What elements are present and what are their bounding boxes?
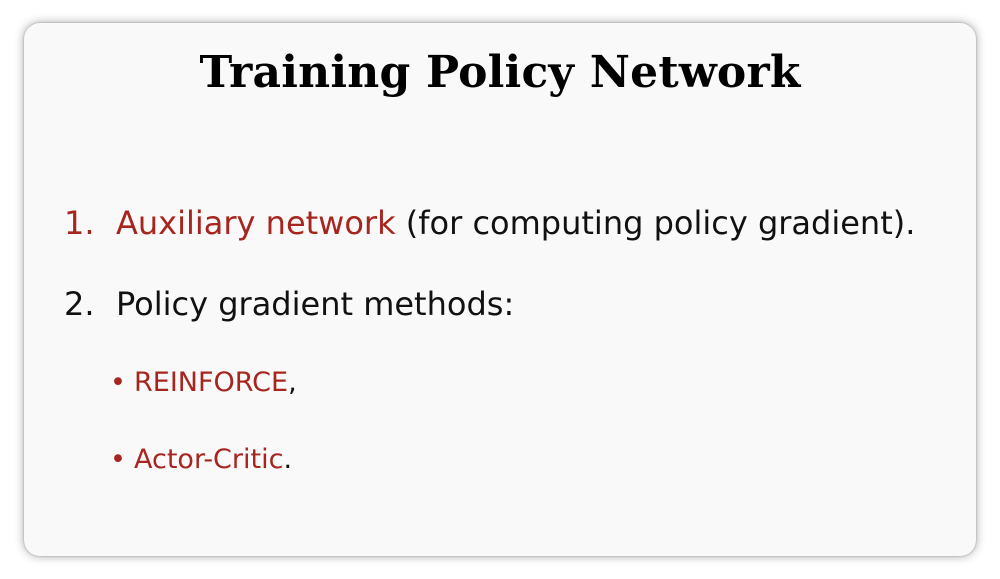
auxiliary-network-text: Auxiliary network: [116, 204, 396, 242]
reinforce-punct: ,: [288, 367, 297, 398]
list-number-2: 2.: [64, 285, 95, 323]
actor-critic-text: Actor-Critic: [134, 444, 284, 475]
bullet-dot-icon: •: [110, 444, 126, 475]
bullet-dot-icon: •: [110, 367, 126, 398]
bullet-item-reinforce: • REINFORCE,: [110, 369, 297, 396]
slide-title: Training Policy Network: [199, 47, 801, 98]
list-item-2-text: Policy gradient methods:: [116, 285, 515, 323]
bullet-item-actor-critic: • Actor-Critic.: [110, 446, 292, 473]
list-item-1: 1. Auxiliary network (for computing polic…: [64, 207, 915, 239]
list-number-1: 1.: [64, 204, 95, 242]
list-item-1-rest: (for computing policy gradient).: [395, 204, 916, 242]
actor-critic-punct: .: [283, 444, 293, 475]
slide-frame: Training Policy Network 1. Auxiliary netw…: [24, 23, 976, 556]
reinforce-text: REINFORCE: [134, 367, 289, 398]
list-item-2: 2. Policy gradient methods:: [64, 288, 514, 320]
